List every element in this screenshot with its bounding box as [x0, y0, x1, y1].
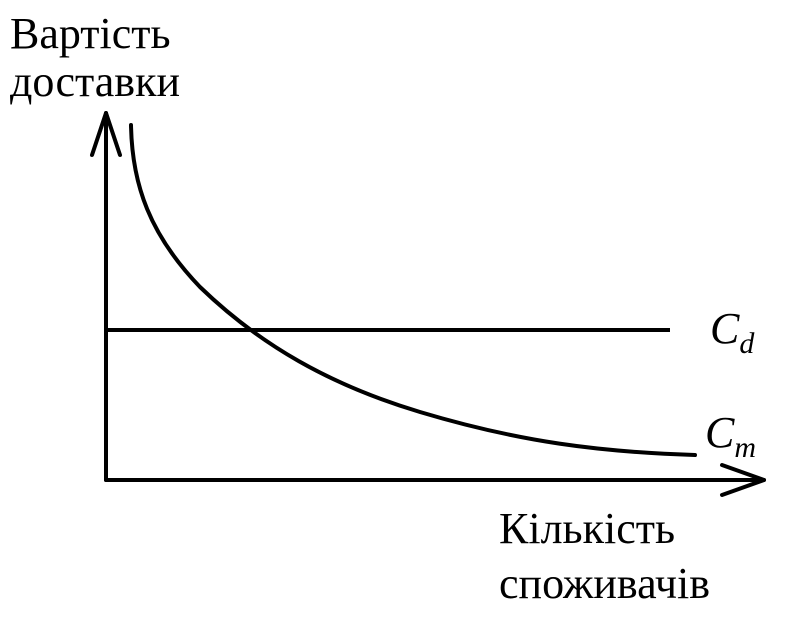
symbol: C — [710, 304, 740, 353]
symbol: C — [705, 408, 735, 457]
axes — [90, 111, 766, 497]
x-axis-label-line: Кількість — [499, 504, 675, 553]
y-axis-arrow — [90, 111, 122, 157]
cm-curve — [129, 123, 697, 457]
x-axis-arrow — [720, 463, 766, 497]
subscript: m — [734, 431, 756, 464]
x-axis-label-line: споживачів — [499, 559, 710, 608]
cd-label: Cd — [710, 304, 755, 360]
cm-label: Cm — [705, 408, 756, 464]
y-axis-label-line: Вартість — [10, 9, 171, 58]
subscript: d — [739, 327, 755, 360]
y-axis-label-line: доставки — [10, 57, 180, 106]
